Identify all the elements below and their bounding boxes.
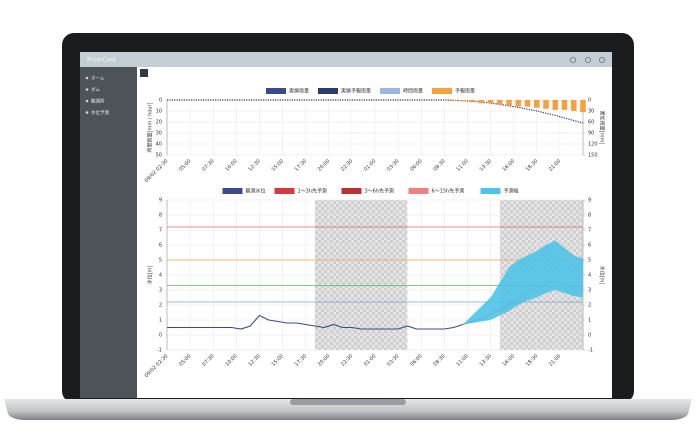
y-tick-label: 4: [159, 273, 162, 279]
legend-label: 予測幅: [504, 188, 519, 195]
legend-label: 予報雨量: [455, 88, 475, 95]
legend-label: 1〜3h先予測: [298, 188, 328, 195]
y2-tick-label: -1: [588, 348, 593, 354]
y-tick-label: 2: [159, 303, 162, 309]
menu-toggle[interactable]: [140, 69, 148, 77]
y-axis-title: 時間雨量[mm / hour]: [147, 102, 154, 152]
y-tick-label: 0: [159, 333, 162, 339]
legend-swatch: [274, 188, 295, 194]
menu-item[interactable]: ホーム: [91, 76, 105, 82]
y2-tick-label: 0: [588, 333, 591, 339]
menu-icon: [85, 76, 89, 80]
bar: [580, 100, 586, 113]
bar: [533, 100, 540, 108]
y-tick-label: -1: [157, 348, 162, 354]
legend-label: 3〜6h先予測: [365, 188, 395, 195]
legend-swatch: [480, 188, 501, 194]
bar: [543, 100, 549, 109]
y2-tick-label: 1: [588, 318, 591, 324]
legend-swatch: [318, 88, 338, 94]
bar: [561, 100, 568, 110]
y2-tick-label: 60: [588, 120, 594, 126]
y2-axis-title: 水位[m]: [599, 266, 606, 285]
icon[interactable]: [585, 57, 592, 64]
y2-tick-label: 30: [588, 109, 594, 115]
y-tick-label: 50: [156, 153, 162, 159]
y-tick-label: 1: [159, 318, 162, 324]
y2-tick-label: 3: [588, 288, 591, 294]
y-tick-label: 20: [156, 120, 162, 126]
icon[interactable]: [599, 57, 606, 64]
bar: [506, 100, 512, 106]
notch: [290, 399, 406, 405]
icon[interactable]: [570, 57, 577, 64]
y2-tick-label: 8: [588, 213, 591, 219]
bar: [478, 100, 485, 104]
y2-axis-title: 累加雨量[mm]: [599, 111, 606, 145]
legend-label: 6〜15h先予測: [432, 188, 465, 195]
y2-tick-label: 9: [588, 198, 591, 204]
bar: [487, 100, 494, 104]
legend-swatch: [222, 188, 243, 194]
y2-tick-label: 4: [588, 273, 591, 279]
legend-label: 時間雨量: [403, 88, 423, 95]
y-tick-label: 8: [159, 213, 162, 219]
legend-swatch: [380, 88, 400, 94]
header-bar: [80, 52, 612, 67]
bar: [515, 100, 522, 107]
y-tick-label: 6: [159, 243, 162, 249]
bar: [524, 100, 531, 107]
menu-item[interactable]: ダム: [91, 86, 100, 93]
y2-tick-label: 0: [588, 98, 591, 104]
y-tick-label: 3: [159, 288, 162, 294]
y-tick-label: 5: [159, 258, 162, 264]
y2-tick-label: 7: [588, 228, 591, 234]
menu-item[interactable]: 水位予測: [91, 109, 109, 116]
y2-tick-label: 90: [588, 131, 594, 137]
bar: [450, 100, 457, 102]
legend-swatch: [341, 188, 362, 194]
legend-swatch: [432, 88, 452, 94]
app-title: RiverCast: [87, 57, 117, 64]
y-axis-title: 水位[m]: [147, 266, 154, 285]
menu-icon: [85, 111, 89, 114]
y-tick-label: 9: [159, 198, 162, 204]
bar: [552, 100, 559, 110]
y2-tick-label: 120: [588, 142, 598, 148]
y-tick-label: 0: [159, 98, 162, 104]
bar: [469, 100, 475, 103]
bar: [570, 100, 577, 111]
menu-icon: [85, 88, 89, 91]
laptop-base: [4, 399, 692, 420]
y-tick-label: 10: [156, 109, 162, 115]
legend-label: 実績雨量: [289, 88, 309, 95]
series-line: [167, 314, 463, 330]
y2-tick-label: 6: [588, 243, 591, 249]
legend-swatch: [408, 188, 429, 194]
legend-label: 観測水位: [246, 188, 266, 195]
menu-item[interactable]: 観測所: [91, 98, 105, 105]
forecast-band: [462, 240, 583, 325]
bar: [460, 100, 466, 102]
y-tick-label: 30: [156, 131, 162, 137]
y-tick-label: 7: [159, 228, 162, 234]
bar: [497, 100, 503, 105]
legend-label: 実績予報雨量: [341, 88, 371, 95]
legend-swatch: [266, 88, 286, 94]
y2-tick-label: 150: [588, 153, 598, 159]
y-tick-label: 40: [156, 142, 162, 148]
y2-tick-label: 5: [588, 258, 591, 264]
sidebar: [80, 67, 137, 398]
menu-icon: [85, 99, 89, 103]
y2-tick-label: 2: [588, 303, 591, 309]
